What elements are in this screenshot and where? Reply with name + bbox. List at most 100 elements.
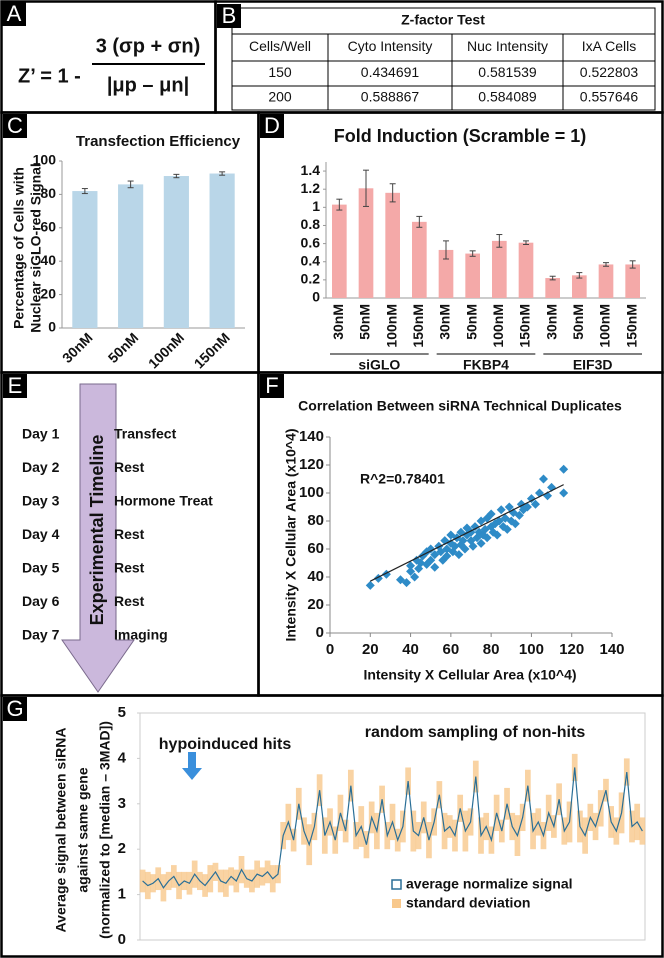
formula-left: Z’ = 1 - xyxy=(18,65,81,87)
y-tick-label: 2 xyxy=(118,840,126,857)
panel-letter-box xyxy=(2,2,26,26)
panel-letter: D xyxy=(264,113,280,138)
panel-letter-box xyxy=(3,697,27,721)
chart-title: Transfection Efficiency xyxy=(76,133,241,150)
table-grid xyxy=(231,7,656,111)
x-tick-label: 20 xyxy=(362,641,379,658)
table-title: Z-factor Test xyxy=(401,12,485,28)
table-cell: 0.434691 xyxy=(361,64,420,80)
y-tick-label: 20 xyxy=(307,596,324,613)
x-tick-label: 40 xyxy=(402,641,419,658)
point xyxy=(410,572,420,582)
y-tick-label: 0 xyxy=(316,624,324,641)
bar xyxy=(358,188,374,298)
group-label: siGLO xyxy=(358,357,400,373)
bar xyxy=(332,204,347,298)
day-label: Day 7 xyxy=(22,627,60,643)
table-header: Nuc Intensity xyxy=(467,38,548,54)
y-tick-label: 120 xyxy=(299,456,324,473)
y-tick-label: 40 xyxy=(307,568,324,585)
day-label: Day 4 xyxy=(22,526,60,542)
x-tick-label: 150nM xyxy=(623,304,639,348)
day-label: Day 3 xyxy=(22,493,60,509)
point xyxy=(450,541,460,551)
panel-letter-box xyxy=(260,114,284,138)
table-cell: 0.581539 xyxy=(478,64,537,80)
x-tick-label: 30nM xyxy=(437,304,453,340)
table-header: IxA Cells xyxy=(582,38,636,54)
table-header: Cyto Intensity xyxy=(348,38,433,54)
y-tick-label: 1 xyxy=(118,886,126,903)
bar xyxy=(625,264,640,298)
x-tick-label: 150nM xyxy=(517,304,533,348)
point xyxy=(470,522,480,532)
table-cell: 0.588867 xyxy=(361,89,420,105)
y-tick-label: 0 xyxy=(312,289,320,305)
y-tick-label: 100 xyxy=(33,152,57,168)
x-tick-label: 50nM xyxy=(105,329,142,366)
panel-letter: B xyxy=(222,3,237,28)
y-tick-label: 80 xyxy=(40,185,56,201)
panel-letter: G xyxy=(6,696,23,721)
point xyxy=(526,494,536,504)
timeline-arrow xyxy=(61,383,135,693)
bar xyxy=(412,221,427,298)
point xyxy=(416,558,426,568)
point xyxy=(476,538,486,548)
x-tick-label: 50nM xyxy=(463,304,479,340)
annotation: R^2=0.78401 xyxy=(360,471,445,487)
group-label: FKBP4 xyxy=(463,357,509,373)
y-axis-label: Nuclear siGLO-red Signal xyxy=(28,163,44,333)
y-tick-label: 1 xyxy=(312,198,320,214)
y-tick-label: 80 xyxy=(307,512,324,529)
point xyxy=(559,488,569,498)
legend-label: standard deviation xyxy=(406,895,530,911)
point xyxy=(454,550,464,560)
y-tick-label: 1.2 xyxy=(301,180,321,196)
bar xyxy=(492,240,507,298)
y-axis-label: Percentage of Cells with xyxy=(11,167,27,329)
panel-frame xyxy=(0,694,664,958)
bar xyxy=(118,184,144,328)
y-tick-label: 140 xyxy=(299,428,324,445)
day-task: Rest xyxy=(114,459,145,475)
y-tick-label: 0.2 xyxy=(301,271,321,287)
y-tick-label: 60 xyxy=(40,219,56,235)
panel-letter-box xyxy=(3,374,27,398)
x-axis-label: Intensity X Cellular Area (x10^4) xyxy=(363,667,576,683)
y-tick-label: 20 xyxy=(40,285,56,301)
panel-letter-box xyxy=(260,374,284,398)
point xyxy=(426,555,436,565)
hits-arrow xyxy=(182,752,202,780)
y-axis-label: Intensity X Cellular Area (x10^4) xyxy=(283,428,299,641)
y-tick-label: 0 xyxy=(118,931,126,948)
x-tick-label: 100 xyxy=(519,641,544,658)
x-tick-label: 100nM xyxy=(383,304,399,348)
bar xyxy=(598,264,614,298)
group-label: EIF3D xyxy=(573,357,613,373)
table-cell: 200 xyxy=(268,89,292,105)
point xyxy=(522,502,532,512)
bar xyxy=(385,192,400,298)
y-tick-label: 0.8 xyxy=(301,216,321,232)
y-tick-label: 5 xyxy=(118,704,126,721)
point xyxy=(458,536,468,546)
y-tick-label: 0 xyxy=(48,319,56,335)
x-tick-label: 50nM xyxy=(570,304,586,340)
point xyxy=(510,519,520,529)
y-tick-label: 0.6 xyxy=(301,234,321,250)
legend-label: average normalize signal xyxy=(406,876,573,892)
point xyxy=(365,580,375,590)
x-tick-label: 80 xyxy=(483,641,500,658)
panel-letter: E xyxy=(8,373,23,398)
point xyxy=(514,510,524,520)
y-tick-label: 100 xyxy=(299,484,324,501)
y-tick-label: 0.4 xyxy=(301,252,321,268)
point xyxy=(482,533,492,543)
point xyxy=(486,509,496,519)
timeline-title: Experimental Timeline xyxy=(87,435,107,626)
legend-swatch xyxy=(392,899,401,908)
point xyxy=(406,566,416,576)
point xyxy=(406,561,416,571)
